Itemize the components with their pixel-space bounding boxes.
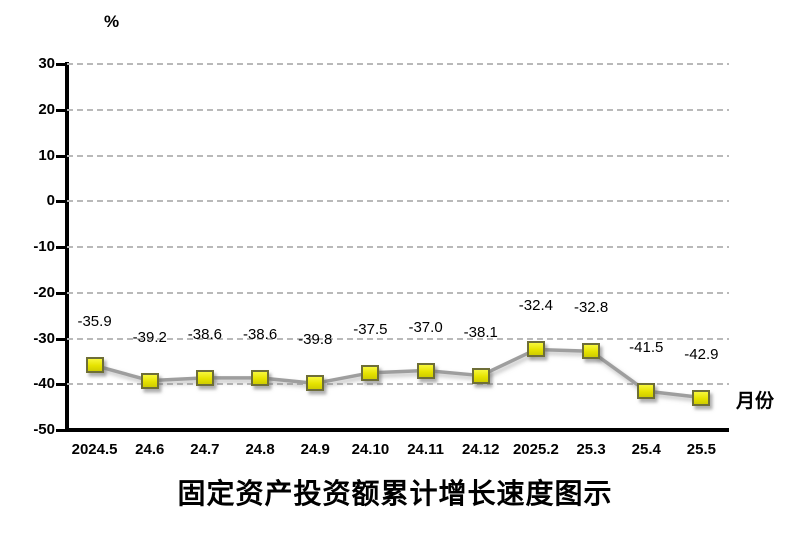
gridline bbox=[67, 337, 729, 340]
y-axis-tick bbox=[56, 383, 66, 387]
data-point-label: -42.9 bbox=[684, 345, 719, 363]
x-axis-tick-label: 2025.2 bbox=[512, 441, 559, 458]
x-axis-tick-label: 24.12 bbox=[461, 441, 500, 458]
data-point-marker bbox=[306, 375, 325, 392]
y-axis-tick-label: -50 bbox=[33, 421, 55, 438]
y-axis-tick-label: -20 bbox=[33, 283, 55, 301]
data-point-marker bbox=[692, 389, 711, 406]
data-point-marker bbox=[85, 357, 104, 374]
data-point-marker bbox=[416, 362, 435, 379]
gridline bbox=[67, 200, 729, 203]
y-axis-tick-label: -30 bbox=[33, 329, 55, 347]
y-axis-tick bbox=[56, 63, 66, 66]
y-axis-tick-label: 10 bbox=[38, 146, 55, 164]
gridline bbox=[67, 108, 729, 111]
data-point-label: -41.5 bbox=[629, 339, 664, 357]
data-point-label: -37.5 bbox=[353, 320, 388, 338]
x-axis-tick-label: 25.4 bbox=[631, 441, 661, 458]
data-point-label: -38.6 bbox=[242, 325, 278, 343]
data-point-label: -35.9 bbox=[77, 313, 112, 331]
data-point-label: -37.0 bbox=[408, 318, 443, 336]
x-axis-tick-label: 24.8 bbox=[245, 441, 275, 458]
y-axis-tick bbox=[56, 337, 66, 341]
gridline bbox=[67, 291, 729, 294]
data-point-marker bbox=[637, 383, 656, 400]
y-axis-unit-label: % bbox=[104, 12, 120, 31]
x-axis-tick-label: 24.6 bbox=[135, 441, 165, 458]
y-axis-tick-label: -40 bbox=[33, 375, 55, 393]
y-axis-tick-label: 30 bbox=[38, 55, 55, 72]
data-point-label: -32.4 bbox=[518, 297, 553, 315]
data-point-label: -39.8 bbox=[298, 331, 333, 349]
x-axis-tick-label: 24.9 bbox=[300, 441, 330, 458]
data-point-marker bbox=[582, 343, 601, 360]
data-point-marker bbox=[195, 369, 214, 386]
x-axis-tick-label: 25.3 bbox=[576, 441, 606, 458]
x-axis-tick-label: 2024.5 bbox=[71, 441, 118, 458]
x-axis-tick-label: 24.7 bbox=[190, 441, 220, 458]
data-point-label: -32.8 bbox=[573, 299, 609, 317]
gridline bbox=[67, 383, 729, 386]
data-point-label: -39.2 bbox=[132, 328, 167, 346]
chart-title: 固定资产投资额累计增长速度图示 bbox=[177, 479, 613, 510]
data-point-label: -38.6 bbox=[187, 325, 222, 343]
x-axis-tick-label: 25.5 bbox=[686, 441, 716, 458]
data-point-marker bbox=[361, 364, 380, 381]
y-axis-tick-label: 0 bbox=[46, 192, 55, 210]
data-point-marker bbox=[140, 372, 159, 389]
data-point-marker bbox=[251, 369, 270, 386]
y-axis-tick-label: 20 bbox=[38, 100, 55, 118]
x-axis-tick-label: 24.10 bbox=[351, 441, 390, 458]
gridline bbox=[67, 154, 729, 157]
data-point-marker bbox=[471, 367, 490, 384]
data-point-marker bbox=[526, 341, 545, 358]
x-axis-tick-label: 24.11 bbox=[407, 441, 444, 458]
gridline bbox=[67, 63, 729, 65]
y-axis-tick-label: -10 bbox=[33, 238, 55, 255]
x-axis-line bbox=[65, 428, 729, 432]
y-axis-tick bbox=[56, 429, 66, 432]
gridline bbox=[67, 246, 729, 248]
data-point-label: -38.1 bbox=[463, 323, 498, 341]
y-axis-tick bbox=[56, 108, 66, 112]
y-axis-tick bbox=[56, 154, 66, 158]
y-axis-tick bbox=[56, 246, 66, 249]
x-axis-title: 月份 bbox=[736, 391, 775, 412]
y-axis-tick bbox=[56, 200, 66, 204]
y-axis-tick bbox=[56, 291, 66, 295]
